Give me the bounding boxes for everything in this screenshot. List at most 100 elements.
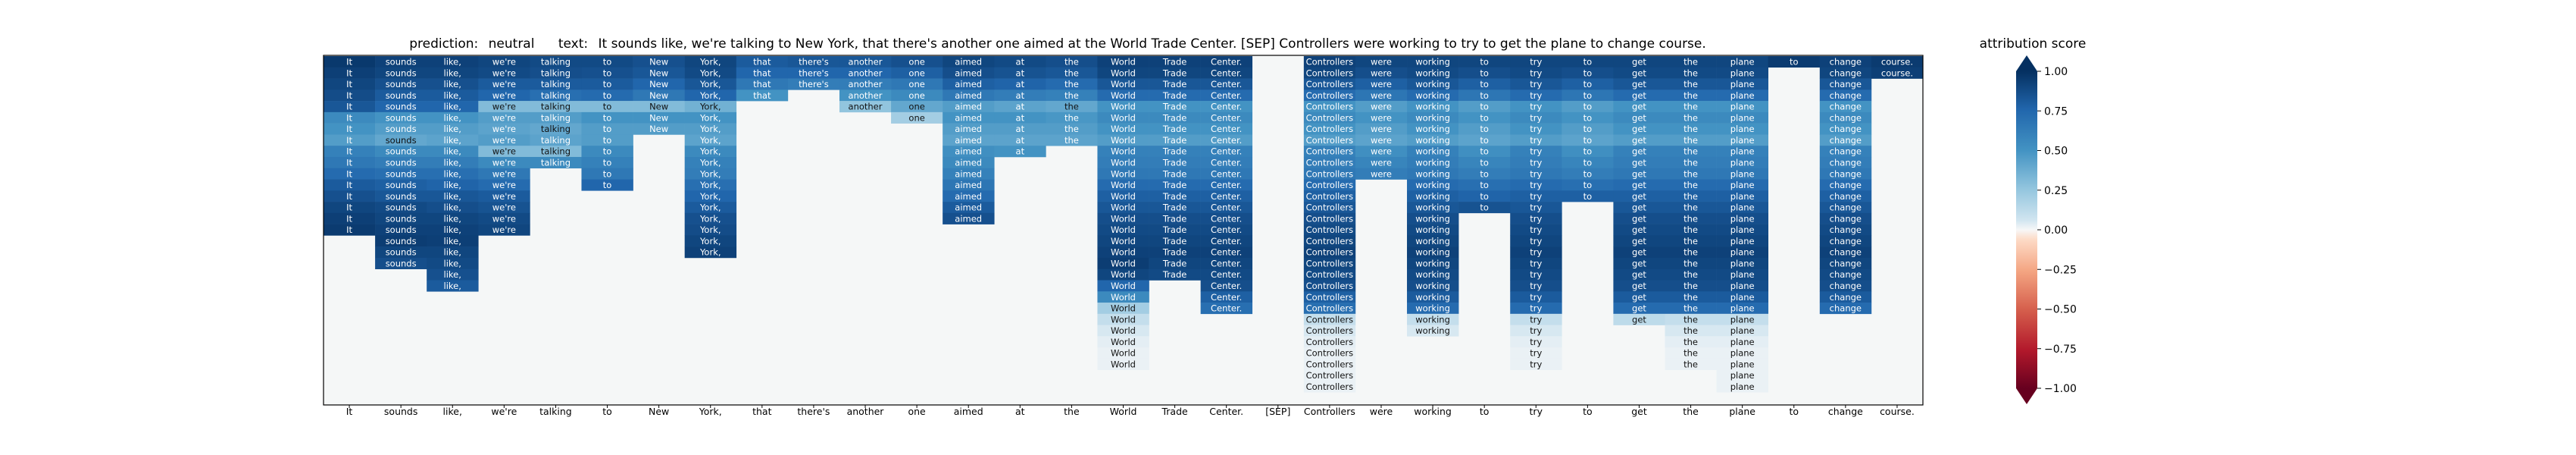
colorbar-ticks: 1.00 0.75 0.50 0.25 0.00 −0.25 −0.50 −0.75 −1.00 [2037,66,2077,395]
heatmap-cell-label: try [1530,325,1542,336]
heatmap-cell-label: we're [492,67,516,78]
heatmap-cell-label: talking [541,57,571,67]
heatmap-cell-label: World [1111,202,1136,213]
heatmap-cell [1716,268,1769,281]
heatmap-cell [1407,67,1459,79]
heatmap-cell-label: plane [1730,213,1755,224]
heatmap-cell-label: Controllers [1306,325,1354,336]
heatmap-cell-label: to [1480,180,1489,190]
heatmap-cell [943,123,995,135]
heatmap-cell [1149,111,1201,124]
heatmap-cell [530,134,582,146]
heatmap-cell-label: we're [492,224,516,235]
heatmap-cell-label: sounds [386,135,417,146]
heatmap-cell [1407,190,1459,202]
x-tick-label: were [1370,406,1393,417]
heatmap-cell [1613,257,1665,270]
heatmap-cell-label: the [1064,79,1079,89]
heatmap-cell-label: Controllers [1306,213,1354,224]
heatmap-cell-label: Trade [1162,191,1187,202]
heatmap-cell [1200,67,1253,79]
heatmap-cell-label: working [1415,314,1450,325]
heatmap-cell [1665,202,1717,214]
heatmap-cell-label: the [1064,135,1079,146]
heatmap-cell [1716,358,1769,370]
heatmap-cell-label: change [1830,281,1862,291]
x-tick-label: there's [797,406,830,417]
heatmap-cell [1510,212,1562,224]
heatmap-cell [1149,179,1201,191]
heatmap-cell [1407,246,1459,259]
colorbar-tick-label: 0.50 [2044,146,2068,158]
heatmap-cell [1303,303,1356,315]
heatmap-cell-label: that [753,90,771,101]
heatmap-cell-label: get [1632,314,1646,325]
heatmap-cell [1149,134,1201,146]
heatmap-cell-label: talking [541,79,571,89]
heatmap-cell-label: aimed [955,90,982,101]
heatmap-cell-label: change [1830,157,1862,168]
heatmap-cell-label: try [1530,202,1542,213]
heatmap-cell [1303,123,1356,135]
heatmap-cell-label: Center. [1211,258,1242,268]
heatmap-cell-label: to [1480,102,1489,112]
heatmap-cell-label: get [1632,269,1646,280]
heatmap-cell-label: we're [492,79,516,89]
heatmap-cell-label: Controllers [1306,180,1354,190]
colorbar-bottom-extension [2016,388,2037,404]
heatmap-cell-label: try [1530,90,1542,101]
heatmap-cell [943,168,995,180]
heatmap-cell [427,212,479,224]
heatmap-cell [1200,123,1253,135]
heatmap-cell [1303,168,1356,180]
heatmap-cell-label: It [346,67,352,78]
heatmap-cell [1819,235,1872,247]
heatmap-cell [324,101,376,113]
x-tick-label: talking [539,406,572,417]
heatmap-cell [1819,146,1872,158]
heatmap-cell [1200,101,1253,113]
heatmap-cell-label: plane [1730,112,1755,123]
heatmap-cell-label: sounds [386,67,417,78]
heatmap-cell [1458,78,1511,90]
heatmap-cell [1355,168,1408,180]
heatmap-cell [375,246,427,259]
heatmap-cell [1407,101,1459,113]
heatmap-cell-label: get [1632,303,1646,314]
heatmap-cell [1510,325,1562,337]
x-tick-label: York, [699,406,722,417]
heatmap-cell-label: change [1830,258,1862,268]
heatmap-cell [1819,179,1872,191]
heatmap-cell-label: plane [1730,79,1755,89]
heatmap-cell-label: Center. [1211,180,1242,190]
heatmap-cell [1407,235,1459,247]
heatmap-cell-label: plane [1730,135,1755,146]
heatmap-cell [1407,325,1459,337]
heatmap-cell-label: the [1683,325,1698,336]
heatmap-cell [1613,78,1665,90]
heatmap-cell-label: to [1583,168,1593,179]
heatmap-cell-label: It [346,168,352,179]
heatmap-cell [1097,268,1149,281]
heatmap-cell [530,56,582,68]
heatmap-cell [1510,89,1562,102]
heatmap-cell-label: get [1632,79,1646,89]
heatmap-cell [943,56,995,68]
heatmap-cell-label: plane [1730,370,1755,381]
heatmap-cell [581,56,633,68]
heatmap-cell-label: to [1480,112,1489,123]
heatmap-cell-label: Center. [1211,90,1242,101]
heatmap-cell [530,89,582,102]
heatmap-cell-label: It [346,146,352,157]
x-tick-label: aimed [954,406,983,417]
heatmap-cell [1355,146,1408,158]
heatmap-cell-label: New [649,57,668,67]
heatmap-cell [684,224,737,236]
heatmap-cell-label: one [908,79,924,89]
heatmap-cell [375,202,427,214]
heatmap-cell-label: working [1415,281,1450,291]
heatmap-cell-label: like, [444,180,461,190]
heatmap-cell-label: get [1632,202,1646,213]
heatmap-cell [1716,369,1769,381]
